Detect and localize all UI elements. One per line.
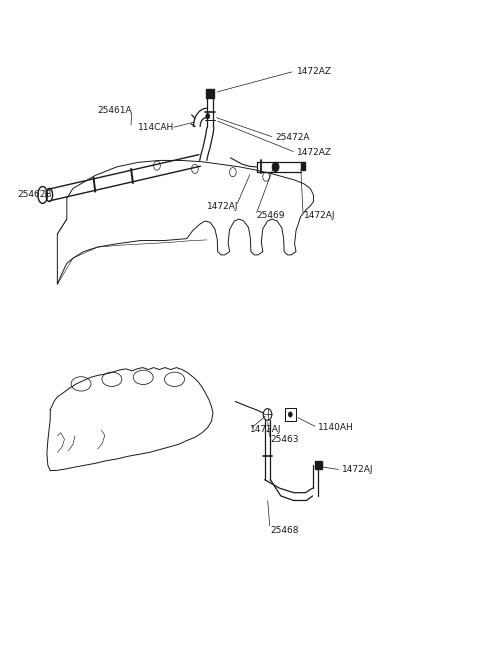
- Circle shape: [206, 114, 210, 119]
- Text: 25463: 25463: [271, 435, 300, 443]
- Text: 114CAH: 114CAH: [138, 124, 174, 132]
- Text: 1472AJ: 1472AJ: [304, 211, 336, 219]
- Text: 1472AJ: 1472AJ: [342, 465, 373, 474]
- Text: 25462B: 25462B: [17, 191, 51, 200]
- Circle shape: [288, 412, 292, 417]
- Bar: [206, 89, 215, 98]
- Bar: [315, 461, 322, 469]
- Text: 1472AJ: 1472AJ: [250, 425, 281, 434]
- Bar: [301, 162, 305, 170]
- Text: 25461A: 25461A: [97, 106, 132, 115]
- Text: 1472AZ: 1472AZ: [297, 66, 332, 76]
- Text: 25472A: 25472A: [276, 133, 310, 142]
- Text: 25468: 25468: [271, 526, 300, 535]
- Text: 1472AJ: 1472AJ: [207, 202, 238, 210]
- Text: 1140AH: 1140AH: [318, 423, 354, 432]
- Text: 1472AZ: 1472AZ: [297, 148, 332, 157]
- Circle shape: [272, 162, 279, 171]
- Text: 25469: 25469: [257, 211, 285, 219]
